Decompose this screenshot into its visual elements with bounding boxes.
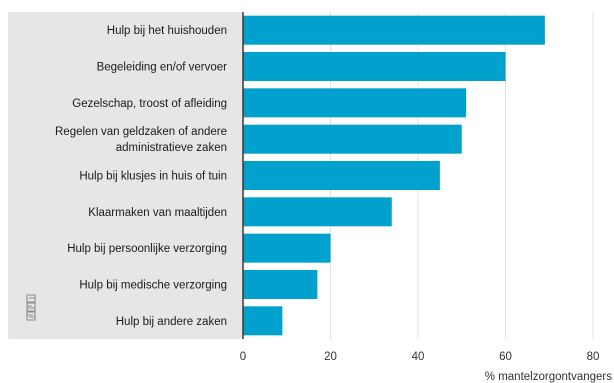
x-tick-label: 20 <box>324 351 337 363</box>
category-label: Begeleiding en/of vervoer <box>97 62 228 74</box>
x-tick-label: 40 <box>412 351 425 363</box>
category-label: Hulp bij persoonlijke verzorging <box>67 243 227 255</box>
bar <box>243 124 462 154</box>
x-axis-title: % mantelzorgontvangers <box>485 371 612 383</box>
category-label: Hulp bij andere zaken <box>116 316 227 328</box>
x-tick-label: 0 <box>240 351 246 363</box>
bar <box>243 197 392 227</box>
category-label: Gezelschap, troost of afleiding <box>72 98 227 110</box>
category-label: Klaarmaken van maaltijden <box>88 207 227 219</box>
category-label: Hulp bij klusjes in huis of tuin <box>79 171 227 183</box>
bars <box>243 15 545 336</box>
x-tick-labels: 0 20 40 60 80 <box>240 351 600 363</box>
bar <box>243 161 440 190</box>
bar <box>243 270 318 299</box>
category-label-panel <box>8 12 242 339</box>
x-tick-label: 80 <box>587 351 600 363</box>
category-labels: Hulp bij het huishouden Begeleiding en/of… <box>55 25 227 328</box>
category-label: Hulp bij het huishouden <box>107 25 227 37</box>
bar <box>243 15 545 45</box>
bar <box>243 233 331 263</box>
category-label: Hulp bij medische verzorging <box>79 280 227 292</box>
bar <box>243 52 506 81</box>
category-label: Regelen van geldzaken of andere administr… <box>55 126 227 154</box>
bar <box>243 306 283 336</box>
cbs-logo-icon <box>26 294 36 321</box>
x-tick-label: 60 <box>499 351 512 363</box>
bar <box>243 88 467 118</box>
